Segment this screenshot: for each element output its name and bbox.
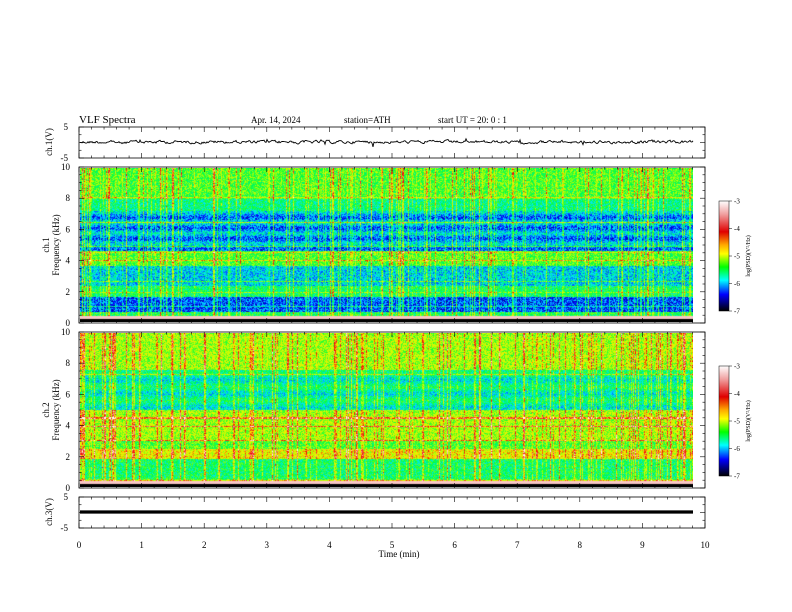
colorbar-tick-label: -3 — [734, 198, 740, 206]
ch3-waveform-ticks — [78, 496, 706, 529]
ch2-spectrogram-ticks — [78, 331, 706, 489]
x-tick-label: 8 — [578, 540, 583, 550]
colorbar-tick-label: -7 — [734, 308, 740, 316]
ch2-colorbar-label: log(PSD)(V²/Hz) — [745, 400, 752, 441]
colorbar-tick-label: -5 — [734, 418, 740, 426]
colorbar-tick-label: -4 — [734, 225, 740, 233]
station-label: station=ATH — [344, 115, 391, 125]
ch1-ytick-top: 5 — [64, 122, 69, 132]
ch3-ytick-top: 5 — [64, 492, 69, 502]
x-tick-label: 1 — [139, 540, 144, 550]
ch1-waveform-ylabel: ch.1(V) — [44, 128, 54, 156]
ch1-colorbar-label: log(PSD)(V²/Hz) — [745, 235, 752, 276]
ch1-colorbar-ticks: -3 -4 -5 -6 -7 — [729, 198, 740, 316]
y-tick-label: 0 — [66, 483, 71, 493]
start-ut-label: start UT = 20: 0 : 1 — [438, 115, 507, 125]
y-tick-label: 8 — [66, 358, 71, 368]
ch1-spectrogram-image — [80, 168, 693, 322]
figure-title: VLF Spectra — [79, 114, 136, 126]
ch2-spectrogram-image — [80, 333, 693, 487]
x-tick-label: 5 — [390, 540, 395, 550]
ch1-colorbar: -3 -4 -5 -6 -7 log(PSD)(V²/Hz) — [718, 198, 752, 316]
y-tick-label: 10 — [61, 162, 71, 172]
ch1-spectrogram-ticks — [78, 166, 706, 324]
y-tick-label: 4 — [66, 421, 71, 431]
y-tick-label: 0 — [66, 318, 71, 328]
ch1-spectrogram-panel: 0 2 4 6 8 10 ch.1 Frequency (kHz) — [41, 162, 706, 328]
ch2-spectrogram-panel: 0 2 4 6 8 10 ch.2 Frequency (kHz) — [41, 327, 706, 493]
ch2-colorbar-ramp — [718, 365, 730, 477]
spectrogram-canvas — [80, 168, 693, 322]
ch2-colorbar: -3 -4 -5 -6 -7 log(PSD)(V²/Hz) — [718, 363, 752, 481]
y-tick-label: 4 — [66, 256, 71, 266]
colorbar-tick-label: -7 — [734, 473, 740, 481]
spectrogram-canvas — [80, 333, 693, 487]
colorbar-tick-label: -6 — [734, 280, 740, 288]
ch2-spectrogram-channel-label: ch.2 — [41, 402, 51, 417]
spectrogram-raster — [80, 333, 693, 487]
ch1-waveform-panel: 5 -5 ch.1(V) — [44, 122, 706, 163]
x-tick-label: 3 — [265, 540, 270, 550]
x-tick-label: 4 — [327, 540, 332, 550]
x-tick-label: 10 — [701, 540, 711, 550]
colorbar-tick-label: -6 — [734, 445, 740, 453]
y-tick-label: 2 — [66, 287, 71, 297]
ch2-spectrogram-yticklabels: 0 2 4 6 8 10 — [61, 327, 71, 493]
y-tick-label: 10 — [61, 327, 71, 337]
x-tick-label: 2 — [202, 540, 207, 550]
ch2-spectrogram-ylabel: Frequency (kHz) — [51, 379, 61, 440]
y-tick-label: 6 — [66, 389, 71, 399]
ch3-waveform-panel: 5 -5 ch.3(V) 0 1 2 3 4 5 6 7 8 9 10 Time (min) — [44, 492, 710, 559]
x-tick-label: 7 — [515, 540, 520, 550]
ch1-colorbar-ramp — [718, 200, 730, 312]
x-tick-label: 6 — [452, 540, 457, 550]
ch1-waveform-ticks — [78, 126, 706, 159]
date-label: Apr. 14, 2024 — [251, 115, 301, 125]
ch1-ytick-bottom: -5 — [61, 153, 69, 163]
colorbar-tick-label: -3 — [734, 363, 740, 371]
ch2-colorbar-ticks: -3 -4 -5 -6 -7 — [729, 363, 740, 481]
ch1-spectrogram-yticklabels: 0 2 4 6 8 10 — [61, 162, 71, 328]
y-tick-label: 6 — [66, 224, 71, 234]
x-tick-label: 0 — [77, 540, 82, 550]
colorbar-tick-label: -5 — [734, 253, 740, 261]
ch3-ytick-bottom: -5 — [61, 523, 69, 533]
time-axis-label: Time (min) — [379, 549, 420, 559]
y-tick-label: 2 — [66, 452, 71, 462]
ch1-spectrogram-channel-label: ch.1 — [41, 237, 51, 252]
x-tick-label: 9 — [640, 540, 645, 550]
spectrogram-raster — [80, 168, 693, 322]
ch3-waveform-ylabel: ch.3(V) — [44, 498, 54, 526]
ch1-spectrogram-ylabel: Frequency (kHz) — [51, 214, 61, 275]
y-tick-label: 8 — [66, 193, 71, 203]
ch1-waveform-trace — [79, 137, 694, 148]
colorbar-tick-label: -4 — [734, 390, 740, 398]
time-axis-ticklabels: 0 1 2 3 4 5 6 7 8 9 10 — [77, 540, 710, 550]
